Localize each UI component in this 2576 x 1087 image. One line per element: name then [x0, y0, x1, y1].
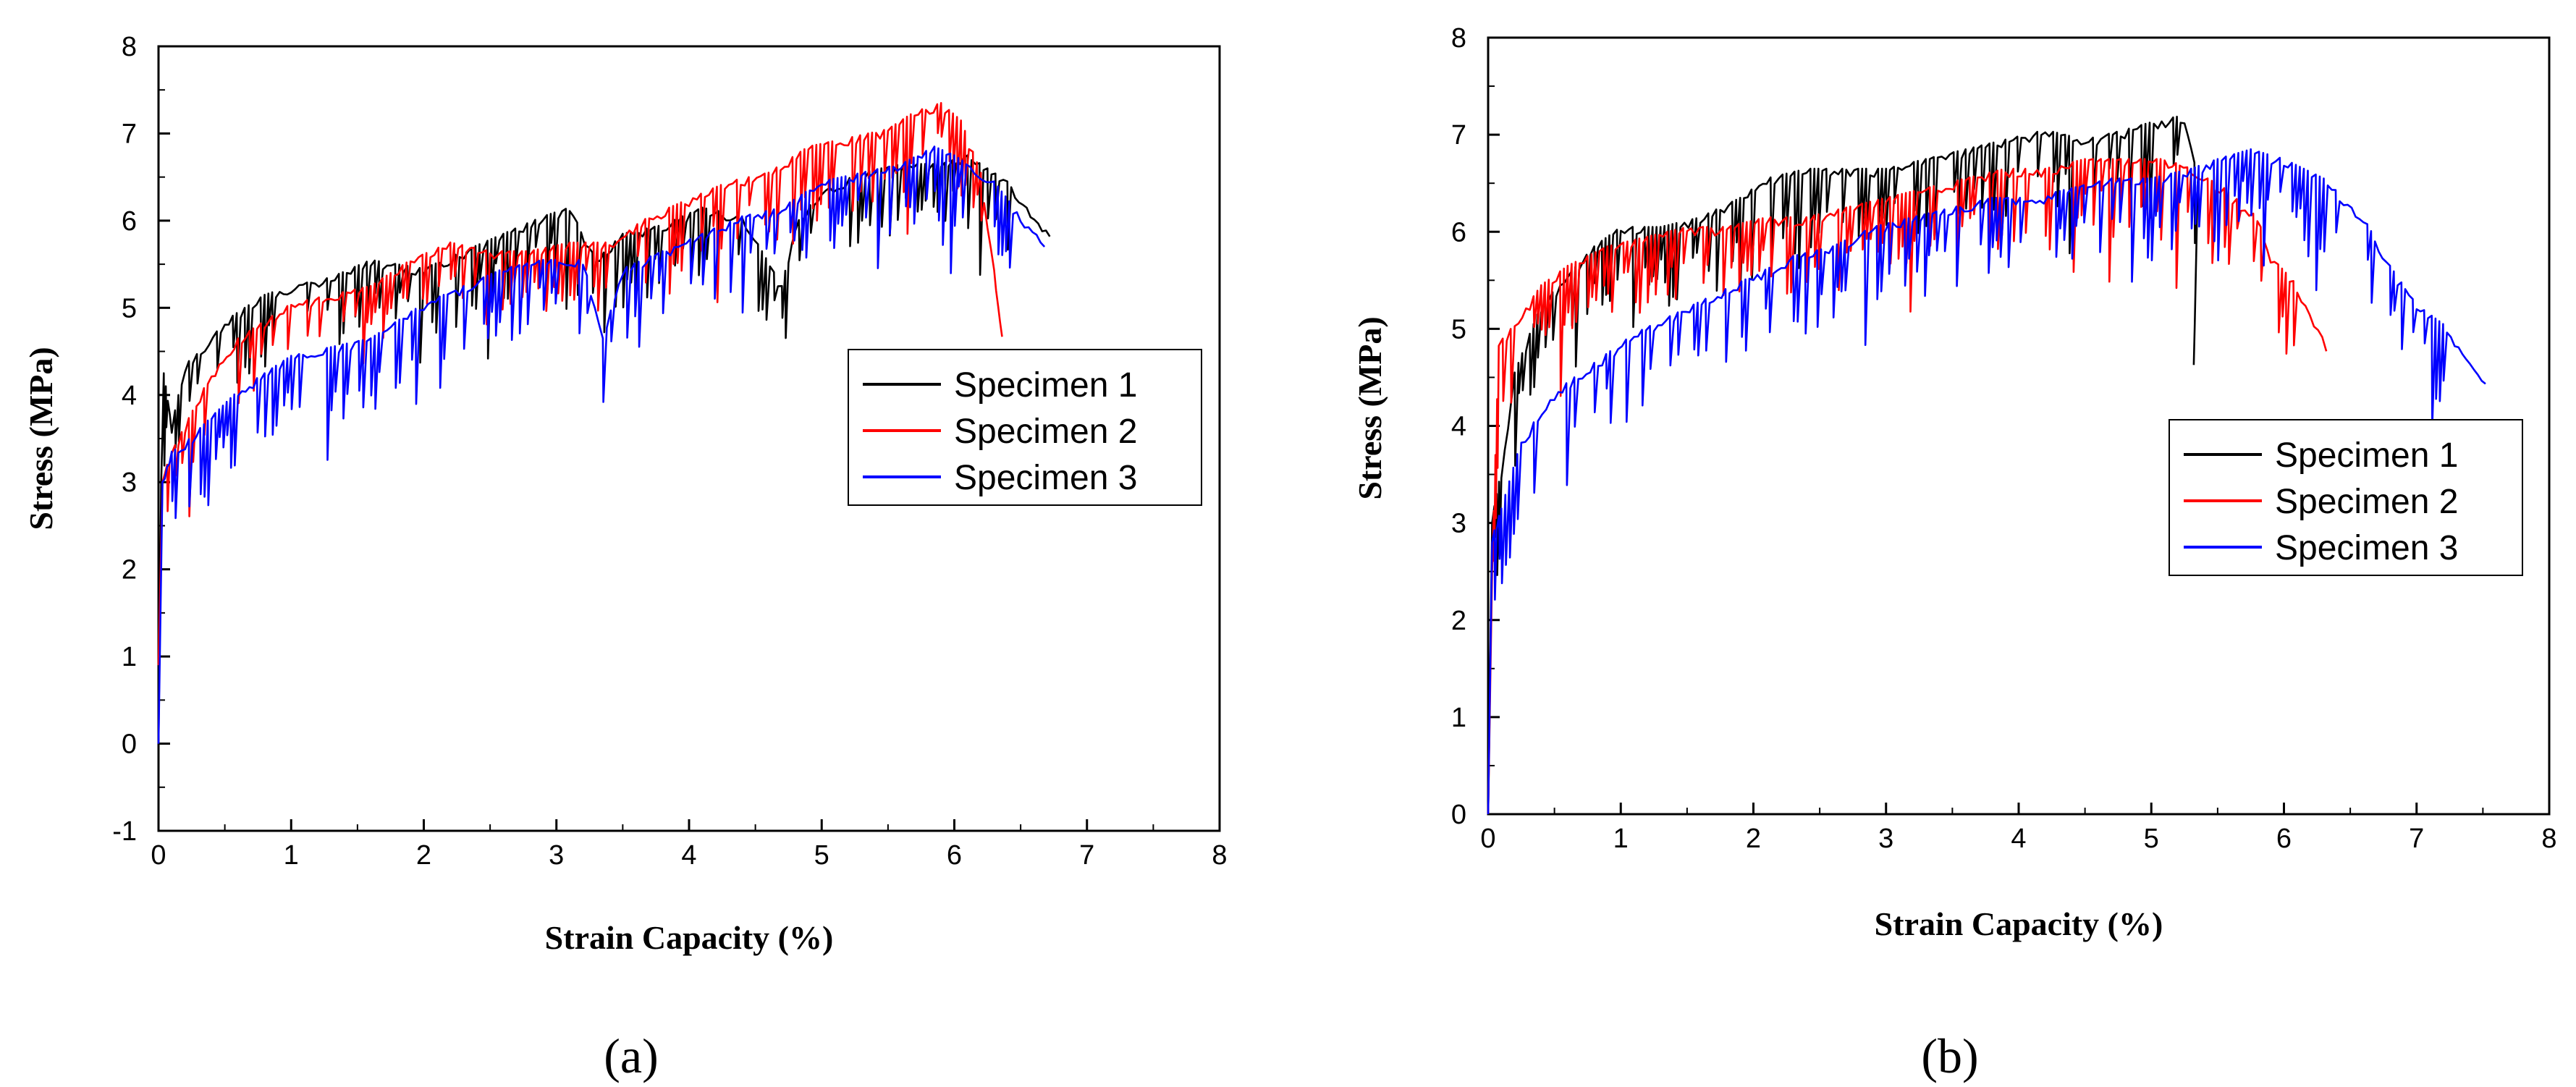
x-tick-label: 0: [1480, 824, 1495, 854]
x-tick-label: 2: [416, 840, 431, 871]
x-tick-label: 3: [549, 840, 564, 871]
y-tick-label: 7: [1451, 120, 1466, 151]
legend-box-a: [848, 349, 1202, 506]
y-tick-label: 8: [1451, 23, 1466, 54]
x-tick-label: 4: [2011, 824, 2026, 854]
series-group-b: [1487, 115, 2486, 815]
y-tick-label: -1: [112, 816, 137, 847]
y-tick-label: 7: [122, 119, 137, 149]
legend-label-specimen-3: Specimen 3: [2275, 529, 2458, 567]
legend-a: Specimen 1 Specimen 2 Specimen 3: [848, 349, 1202, 506]
y-tick-label: 5: [122, 293, 137, 323]
series-line-specimen-1: [1487, 115, 2199, 815]
legend-label-specimen-2: Specimen 2: [954, 413, 1137, 451]
y-tick-label: 5: [1451, 314, 1466, 344]
series-line-specimen-3: [157, 145, 1046, 744]
y-tick-label: 6: [122, 206, 137, 237]
legend-label-specimen-3: Specimen 3: [954, 459, 1137, 497]
x-tick-label: 7: [1079, 840, 1094, 871]
series-line-specimen-2: [157, 102, 1003, 666]
x-tick-label: 4: [681, 840, 696, 871]
x-axis-title-a: Strain Capacity (%): [545, 919, 834, 956]
y-tick-label: 6: [1451, 217, 1466, 248]
y-tick-label: 3: [122, 468, 137, 498]
x-tick-label: 7: [2409, 824, 2424, 854]
x-tick-label: 6: [2276, 824, 2292, 854]
x-tick-label: 5: [2144, 824, 2159, 854]
x-tick-label: 5: [814, 840, 829, 871]
y-tick-label: 4: [122, 381, 137, 411]
y-axis-title-b: Stress (MPa): [1351, 316, 1388, 499]
x-tick-label: 0: [151, 840, 166, 871]
x-tick-label: 3: [1878, 824, 1893, 854]
y-tick-label: 0: [1451, 800, 1466, 830]
y-tick-label: 2: [122, 555, 137, 585]
legend-box-b: [2169, 419, 2523, 576]
legend-label-specimen-2: Specimen 2: [2275, 483, 2458, 521]
x-tick-label: 6: [947, 840, 962, 871]
y-tick-label: 8: [122, 32, 137, 62]
y-axis-title-a: Stress (MPa): [22, 347, 59, 530]
x-tick-label: 8: [1212, 840, 1227, 871]
series-line-specimen-3: [1487, 148, 2486, 815]
y-tick-label: 2: [1451, 606, 1466, 636]
tick-group-a: 0 1 2 3 4 5 6 7 8 -1 0 1 2 3 4 5 6 7 8: [112, 32, 1227, 871]
panel-label-b: (b): [1921, 1028, 1978, 1083]
y-tick-label: 1: [122, 642, 137, 672]
y-tick-label: 4: [1451, 412, 1466, 442]
series-line-specimen-2: [1487, 158, 2328, 815]
series-group-a: [157, 102, 1051, 744]
x-tick-label: 1: [1613, 824, 1629, 854]
legend-label-specimen-1: Specimen 1: [2275, 436, 2458, 475]
x-tick-label: 8: [2541, 824, 2556, 854]
y-tick-label: 3: [1451, 509, 1466, 539]
panel-label-a: (a): [604, 1028, 658, 1083]
y-tick-label: 0: [122, 729, 137, 760]
legend-b: Specimen 1 Specimen 2 Specimen 3: [2169, 419, 2523, 576]
x-axis-title-b: Strain Capacity (%): [1875, 905, 2163, 942]
legend-label-specimen-1: Specimen 1: [954, 366, 1137, 405]
x-tick-label: 2: [1746, 824, 1761, 854]
y-tick-label: 1: [1451, 703, 1466, 733]
x-tick-label: 1: [284, 840, 299, 871]
